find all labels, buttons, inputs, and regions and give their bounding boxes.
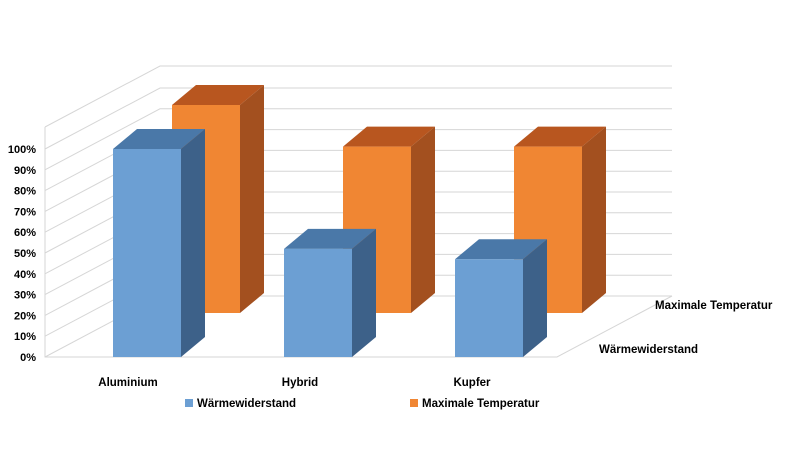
bar-waermewiderstand-kupfer xyxy=(455,259,523,357)
category-label: Hybrid xyxy=(282,377,318,389)
bar-waermewiderstand-hybrid-top xyxy=(284,228,376,249)
bar-maximale-temperatur-kupfer-side xyxy=(582,126,606,313)
category-label: Aluminium xyxy=(98,377,157,389)
legend: Wärmewiderstand Maximale Temperatur xyxy=(185,398,540,410)
gridline xyxy=(44,108,672,171)
bar-waermewiderstand-kupfer-side xyxy=(523,239,547,357)
bar-maximale-temperatur-hybrid-top xyxy=(343,126,435,147)
depth-label-front: Wärmewiderstand xyxy=(599,344,698,356)
category-label: Kupfer xyxy=(453,377,491,389)
y-tick-label: 70% xyxy=(14,206,36,218)
bar-waermewiderstand-hybrid-side xyxy=(352,228,376,357)
y-tick-label: 60% xyxy=(14,227,36,239)
y-tick-label: 0% xyxy=(20,352,36,364)
bar-maximale-temperatur-aluminium-top xyxy=(172,85,264,105)
bar-maximale-temperatur-aluminium-side xyxy=(240,85,264,313)
bar-waermewiderstand-kupfer-top xyxy=(455,239,547,260)
bar-waermewiderstand-aluminium-side xyxy=(181,129,205,357)
series-waermewiderstand xyxy=(113,129,547,357)
y-tick-label: 20% xyxy=(14,310,36,322)
y-tick-label: 100% xyxy=(8,144,36,156)
y-tick-label: 10% xyxy=(14,331,36,343)
bar-maximale-temperatur-hybrid-side xyxy=(411,126,435,313)
y-tick-label: 90% xyxy=(14,165,36,177)
gridline xyxy=(44,65,672,128)
y-axis-ticks: 0% 10% 20% 30% 40% 50% 60% 70% 80% 90% 100% xyxy=(8,144,36,364)
bar-maximale-temperatur-kupfer-top xyxy=(514,126,606,147)
bar-waermewiderstand-aluminium xyxy=(113,149,181,357)
gridline xyxy=(44,87,672,150)
y-tick-label: 30% xyxy=(14,290,36,302)
bar-waermewiderstand-hybrid xyxy=(284,248,352,357)
category-labels: Aluminium Hybrid Kupfer xyxy=(98,377,491,389)
legend-label-waermewiderstand: Wärmewiderstand xyxy=(197,398,296,410)
depth-label-back: Maximale Temperatur xyxy=(655,300,773,312)
y-tick-label: 40% xyxy=(14,269,36,281)
y-tick-label: 80% xyxy=(14,186,36,198)
legend-swatch-waermewiderstand xyxy=(185,399,193,407)
bar-waermewiderstand-aluminium-top xyxy=(113,129,205,149)
legend-label-maximale-temperatur: Maximale Temperatur xyxy=(422,398,540,410)
legend-swatch-maximale-temperatur xyxy=(410,399,418,407)
y-tick-label: 50% xyxy=(14,248,36,260)
